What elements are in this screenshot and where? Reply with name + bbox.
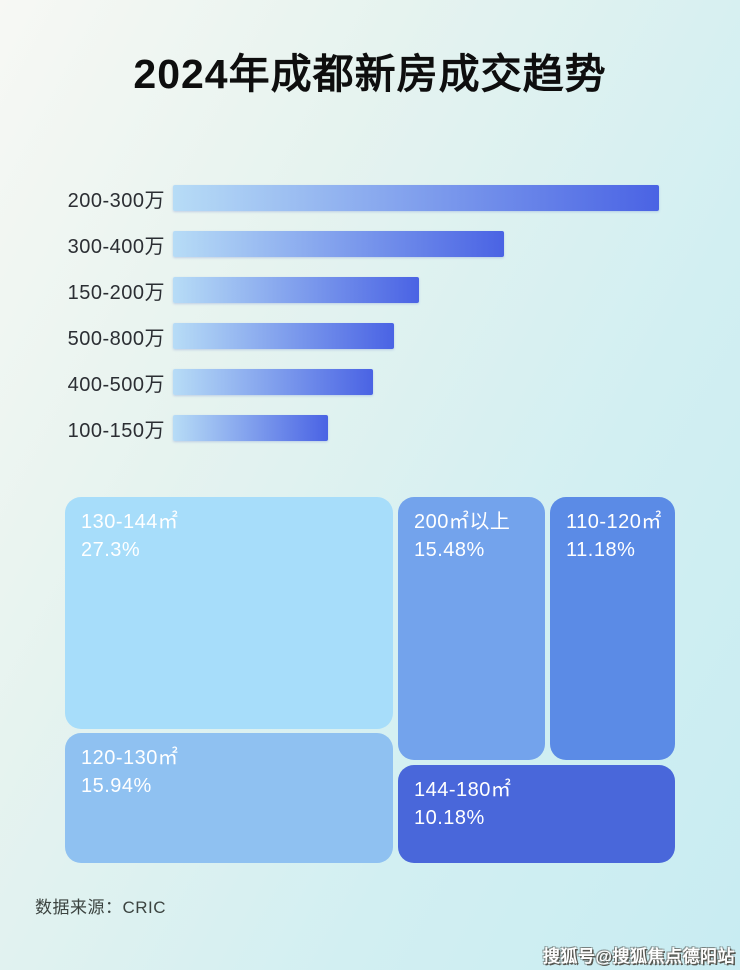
treemap-box-label: 200㎡以上: [414, 511, 511, 533]
treemap-box-120-130: 120-130㎡ 15.94%: [65, 733, 393, 863]
data-source-note: 数据来源：CRIC: [35, 898, 167, 917]
bar-fill: [173, 323, 395, 349]
treemap-box-130-144: 130-144㎡ 27.3%: [65, 497, 393, 729]
treemap-box-value: 27.3%: [81, 538, 141, 561]
bar-track: [173, 323, 659, 349]
treemap-box-110-120: 110-120㎡ 11.18%: [550, 497, 675, 760]
bar-row: 150-200万: [42, 277, 702, 304]
bar-fill: [173, 415, 329, 441]
treemap-box-200-plus: 200㎡以上 15.48%: [398, 497, 545, 760]
treemap-box-label: 120-130㎡: [81, 747, 179, 769]
bar-track: [173, 185, 659, 211]
bar-label: 200-300万: [67, 189, 165, 212]
treemap-box-value: 15.94%: [81, 774, 152, 797]
price-band-bar-chart: 200-300万 300-400万 150-200万 500-800万 400-…: [42, 185, 702, 461]
bar-fill: [173, 231, 504, 257]
bar-fill: [173, 185, 659, 211]
area-size-treemap: 130-144㎡ 27.3% 120-130㎡ 15.94% 200㎡以上 15…: [65, 497, 675, 865]
bar-row: 100-150万: [42, 415, 702, 442]
bar-fill: [173, 369, 374, 395]
bar-label: 100-150万: [67, 419, 165, 442]
bar-label: 400-500万: [67, 373, 165, 396]
bar-label: 150-200万: [67, 281, 165, 304]
treemap-box-label: 110-120㎡: [566, 511, 662, 533]
bar-fill: [173, 277, 419, 303]
bar-row: 500-800万: [42, 323, 702, 350]
treemap-box-value: 10.18%: [414, 806, 485, 829]
treemap-box-label: 130-144㎡: [81, 511, 179, 533]
treemap-box-label: 144-180㎡: [414, 779, 512, 801]
watermark: 搜狐号@搜狐焦点德阳站: [542, 947, 735, 966]
bar-row: 300-400万: [42, 231, 702, 258]
bar-label: 500-800万: [67, 327, 165, 350]
treemap-box-144-180: 144-180㎡ 10.18%: [398, 765, 675, 863]
bar-track: [173, 277, 659, 303]
treemap-box-value: 11.18%: [566, 538, 636, 561]
bar-track: [173, 231, 659, 257]
bar-label: 300-400万: [67, 235, 165, 258]
bar-track: [173, 369, 659, 395]
bar-row: 400-500万: [42, 369, 702, 396]
bar-row: 200-300万: [42, 185, 702, 212]
bar-track: [173, 415, 659, 441]
treemap-box-value: 15.48%: [414, 538, 485, 561]
page-title: 2024年成都新房成交趋势: [133, 51, 607, 97]
